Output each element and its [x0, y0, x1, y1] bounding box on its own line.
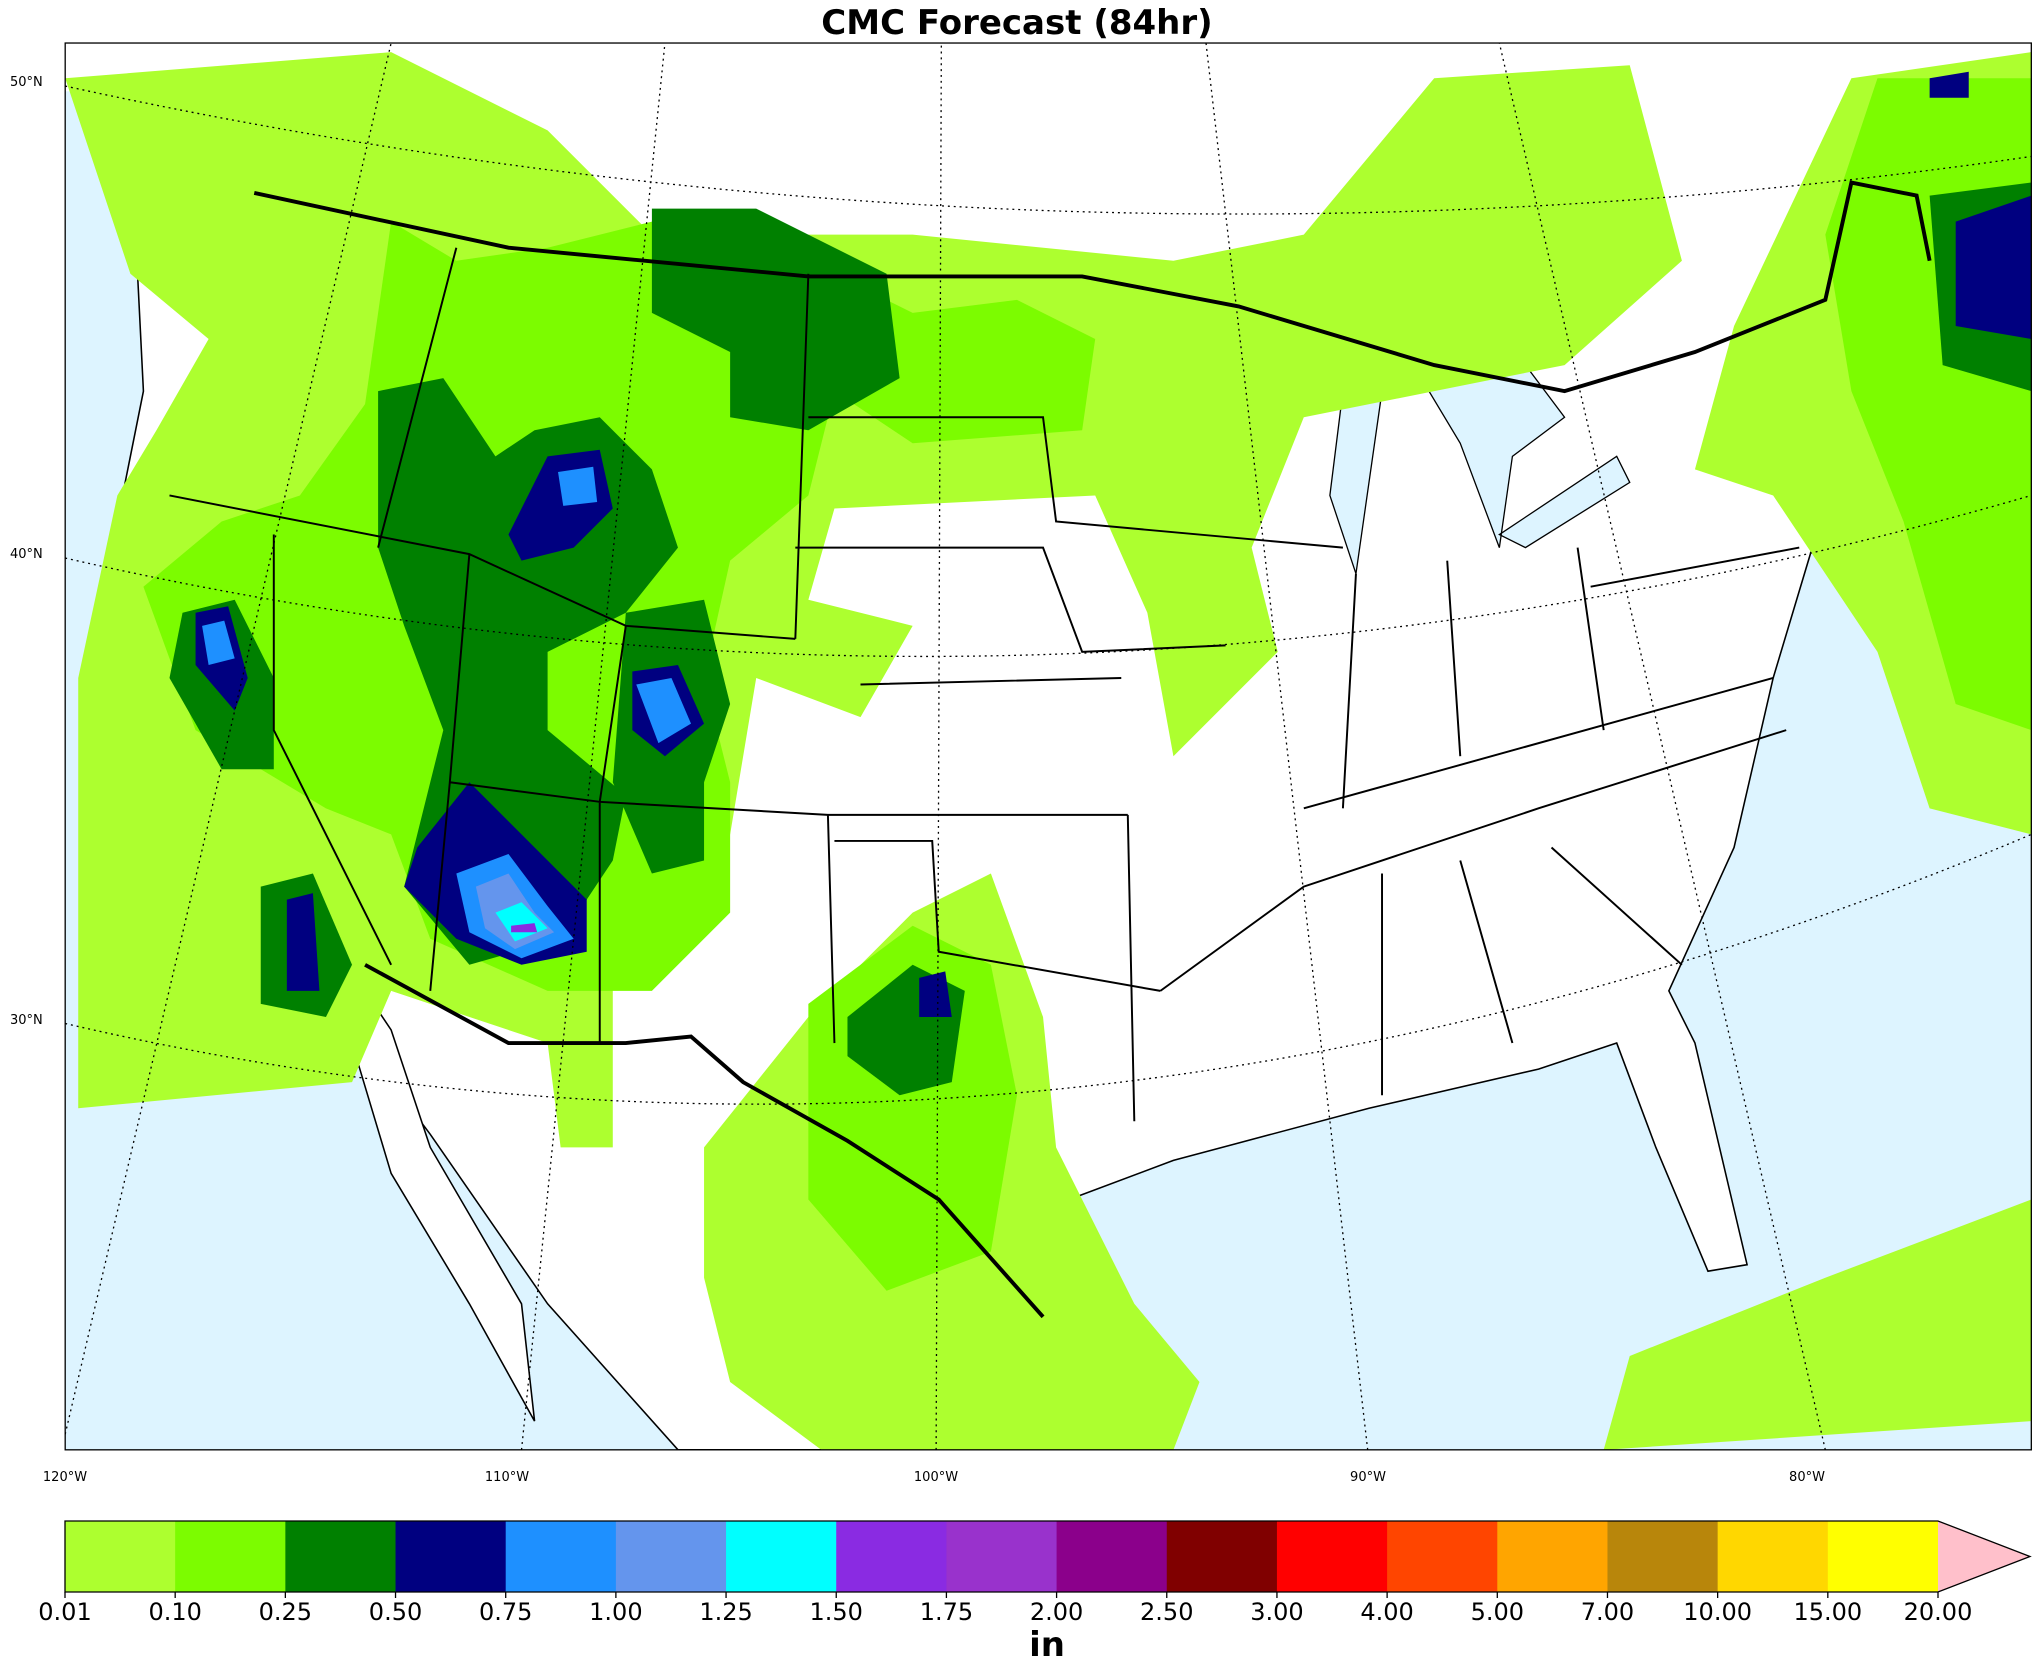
graticule [65, 43, 2032, 1450]
colorbar-outline [64, 1520, 2032, 1593]
map-title: CMC Forecast (84hr) [821, 3, 1212, 43]
lat-label: 40°N [10, 547, 43, 562]
precip-area [286, 893, 320, 991]
precip-area [1929, 71, 1969, 98]
colorbar-label: in [1029, 1625, 1065, 1665]
colorbar-segment [1607, 1521, 1719, 1592]
map [64, 42, 2032, 1451]
colorbar: 0.01 0.10 0.25 0.50 0.75 1.00 1.25 1.50 1.75 2.00… [38, 1520, 2032, 1626]
colorbar-segment [1056, 1521, 1168, 1592]
precip-area [202, 620, 235, 665]
colorbar-segment [1276, 1521, 1388, 1592]
colorbar-tick-label: 1.25 [699, 1598, 752, 1626]
lon-label: 110°W [485, 1470, 529, 1485]
colorbar-tick-label: 1.75 [920, 1598, 973, 1626]
lat-label: 30°N [10, 1013, 43, 1028]
colorbar-tick-label: 0.10 [148, 1598, 201, 1626]
colorbar-segment [65, 1521, 176, 1592]
colorbar-tick-label: 0.01 [38, 1598, 91, 1626]
lon-label: 90°W [1350, 1470, 1386, 1485]
colorbar-segment [615, 1521, 727, 1592]
graticule-labels: 50°N 40°N 30°N 120°W 110°W 100°W 90°W 80°W [10, 75, 1825, 1485]
colorbar-tick-label: 20.00 [1904, 1598, 1973, 1626]
state-borders [169, 247, 1800, 1122]
colorbar-tick-label: 0.25 [259, 1598, 312, 1626]
colorbar-tick-label: 5.00 [1471, 1598, 1524, 1626]
colorbar-segment [395, 1521, 507, 1592]
lon-label: 80°W [1789, 1470, 1825, 1485]
colorbar-segment [1827, 1521, 1939, 1592]
colorbar-tick-label: 4.00 [1360, 1598, 1413, 1626]
precip-area [1955, 195, 2032, 339]
precip-area [636, 677, 692, 744]
colorbar-segment [505, 1521, 617, 1592]
baja [351, 988, 536, 1422]
map-frame [64, 42, 2032, 1451]
colorbar-segment [1387, 1521, 1498, 1592]
colorbar-tick-label: 3.00 [1250, 1598, 1303, 1626]
lon-label: 120°W [43, 1470, 87, 1485]
colorbar-tick-label: 15.00 [1793, 1598, 1862, 1626]
colorbar-tick-label: 1.00 [589, 1598, 642, 1626]
colorbar-segment [1497, 1521, 1608, 1592]
colorbar-tick-label: 10.00 [1683, 1598, 1752, 1626]
upper-hull [65, 43, 2032, 105]
colorbar-tick-label: 0.75 [479, 1598, 532, 1626]
precip-area [511, 923, 538, 933]
colorbar-segment [836, 1521, 947, 1592]
precip-area [1603, 1199, 2032, 1450]
precip-area [919, 971, 952, 1017]
colorbar-segment [946, 1521, 1058, 1592]
colorbar-segment [285, 1521, 397, 1592]
colorbar-segment [175, 1521, 286, 1592]
colorbar-tick-label: 1.50 [810, 1598, 863, 1626]
lon-label: 100°W [914, 1470, 958, 1485]
lat-label: 50°N [10, 75, 43, 90]
precip-area [651, 208, 900, 431]
colorbar-tick-label: 2.50 [1140, 1598, 1193, 1626]
colorbar-segment [1166, 1521, 1278, 1592]
us-mexico-border [364, 963, 1045, 1319]
colorbar-tick-label: 2.00 [1030, 1598, 1083, 1626]
us-canada-border [253, 180, 1932, 394]
colorbar-tick-label: 0.50 [369, 1598, 422, 1626]
colorbar-segment [726, 1521, 837, 1592]
colorbar-segment [1717, 1521, 1829, 1592]
colorbar-extension [1938, 1521, 2030, 1592]
precip-areas [65, 52, 2032, 1450]
colorbar-tick-label: 7.00 [1581, 1598, 1634, 1626]
precip-area [558, 466, 598, 506]
